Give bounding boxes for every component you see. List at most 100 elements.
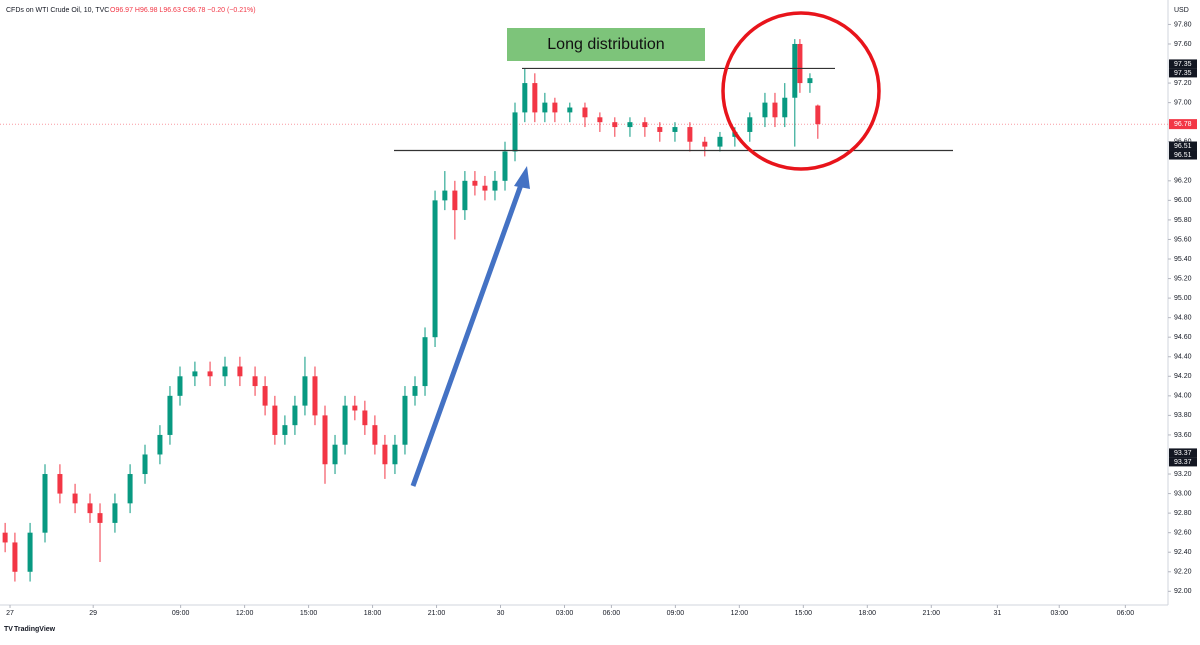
x-tick-label: 15:00 [795, 610, 813, 617]
y-tick-label: 92.60 [1174, 530, 1192, 537]
candle-body [472, 180, 478, 186]
price-label-box [1169, 150, 1197, 160]
x-tick-label: 18:00 [859, 610, 877, 617]
price-label-box [1169, 448, 1197, 458]
x-tick-label: 18:00 [364, 610, 382, 617]
candle-body [372, 425, 378, 445]
x-tick-label: 09:00 [667, 610, 685, 617]
candle-body [502, 151, 508, 181]
candle-body [207, 371, 213, 377]
candle-body [167, 395, 173, 435]
candle-body [142, 454, 148, 475]
candle-body [552, 102, 558, 113]
x-tick-label: 21:00 [923, 610, 941, 617]
y-tick-label: 93.80 [1174, 412, 1192, 419]
x-tick-label: 12:00 [236, 610, 254, 617]
y-tick-label: 94.60 [1174, 334, 1192, 341]
candle-body [452, 190, 458, 211]
brand-logo: TV [4, 626, 13, 633]
y-tick-label: 95.80 [1174, 217, 1192, 224]
candle-body [702, 141, 708, 147]
candle-body [772, 102, 778, 118]
candle-body [157, 434, 163, 455]
x-tick-label: 21:00 [428, 610, 446, 617]
candle-body [402, 395, 408, 445]
candle-body [807, 78, 813, 84]
y-tick-label: 93.60 [1174, 432, 1192, 439]
candle-body [57, 474, 63, 494]
candle-body [42, 474, 48, 533]
candle-body [797, 43, 803, 84]
candle-body [597, 117, 603, 123]
annotation-text: Long distribution [547, 36, 664, 53]
x-tick-label: 06:00 [1117, 610, 1135, 617]
annotation-box [507, 28, 705, 61]
price-label: 96.51 [1174, 152, 1192, 159]
x-tick-label: 29 [89, 610, 97, 617]
y-tick-label: 94.40 [1174, 354, 1192, 361]
candle-body [392, 444, 398, 465]
candle-body [717, 136, 723, 147]
candle-body [815, 105, 821, 125]
y-tick-label: 96.00 [1174, 197, 1192, 204]
candle-body [72, 493, 78, 504]
candle-body [382, 444, 388, 465]
candle-body [362, 410, 368, 426]
x-tick-label: 15:00 [300, 610, 318, 617]
candle-body [282, 425, 288, 435]
marks: 92.00 92.20 92.40 92.60 92.80 93.00 93.20 93.60… [0, 21, 1197, 617]
price-label: 93.37 [1174, 459, 1192, 466]
y-tick-label: 93.00 [1174, 490, 1192, 497]
candle-body [322, 415, 328, 465]
candle-body [432, 200, 438, 338]
y-tick-label: 97.60 [1174, 41, 1192, 48]
last-price-label: 96.78 [1174, 121, 1192, 128]
price-label-box [1169, 59, 1197, 69]
trend-arrow [410, 181, 525, 487]
price-label: 96.51 [1174, 143, 1192, 150]
y-tick-label: 97.20 [1174, 80, 1192, 87]
candle-body [342, 405, 348, 445]
x-tick-label: 06:00 [603, 610, 621, 617]
x-tick-label: 27 [6, 610, 14, 617]
candle-body [567, 107, 573, 113]
candle-body [582, 107, 588, 118]
y-tick-label: 93.20 [1174, 471, 1192, 478]
y-tick-label: 92.80 [1174, 510, 1192, 517]
y-tick-label: 97.00 [1174, 99, 1192, 106]
candle-body [687, 127, 693, 142]
candle-body [127, 474, 133, 504]
candle-body [222, 366, 228, 377]
candle-body [237, 366, 243, 377]
highlight-circle [721, 11, 881, 171]
candle-body [612, 122, 618, 128]
y-tick-label: 92.20 [1174, 569, 1192, 576]
y-tick-label: 95.60 [1174, 236, 1192, 243]
y-tick-label: 94.20 [1174, 373, 1192, 380]
candle-body [412, 386, 418, 396]
candle-body [312, 376, 318, 416]
candle-body [302, 376, 308, 406]
x-tick-label: 03:00 [1050, 610, 1068, 617]
candle-body [177, 376, 183, 396]
y-tick-label: 92.40 [1174, 549, 1192, 556]
candle-body [2, 532, 8, 543]
y-tick-label: 94.80 [1174, 314, 1192, 321]
candle-body [352, 405, 358, 411]
currency: USD [1174, 7, 1189, 14]
candle-body [272, 405, 278, 435]
price-label-box [1169, 141, 1197, 151]
y-tick-label: 95.00 [1174, 295, 1192, 302]
candle-body [672, 127, 678, 132]
x-tick-label: 09:00 [172, 610, 190, 617]
y-tick-label: 96.20 [1174, 178, 1192, 185]
candle-body [422, 337, 428, 387]
x-tick-label: 30 [497, 610, 505, 617]
candle-body [642, 122, 648, 128]
candle-body [462, 180, 468, 211]
candle-body [12, 542, 18, 572]
x-tick-label: 03:00 [556, 610, 574, 617]
